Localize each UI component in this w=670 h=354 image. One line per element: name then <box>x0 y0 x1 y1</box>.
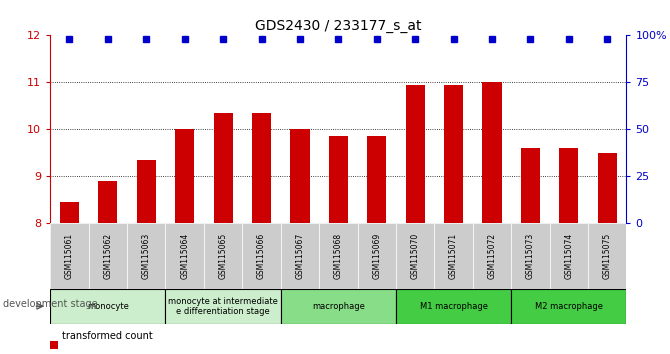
Text: GSM115073: GSM115073 <box>526 233 535 279</box>
Bar <box>549 223 588 289</box>
Text: GSM115062: GSM115062 <box>103 233 113 279</box>
Bar <box>98 181 117 223</box>
Text: M1 macrophage: M1 macrophage <box>419 302 488 311</box>
Title: GDS2430 / 233177_s_at: GDS2430 / 233177_s_at <box>255 19 421 33</box>
Text: GSM115068: GSM115068 <box>334 233 343 279</box>
Bar <box>396 289 511 324</box>
Bar <box>243 223 281 289</box>
Text: monocyte: monocyte <box>87 302 129 311</box>
Bar <box>137 160 156 223</box>
Bar <box>559 148 578 223</box>
Bar <box>319 223 358 289</box>
Text: GSM115072: GSM115072 <box>488 233 496 279</box>
Bar <box>329 136 348 223</box>
Bar <box>204 223 243 289</box>
Bar <box>367 136 387 223</box>
Bar <box>214 113 232 223</box>
Text: transformed count: transformed count <box>62 331 152 341</box>
Bar <box>175 129 194 223</box>
Text: GSM115074: GSM115074 <box>564 233 574 279</box>
Text: GSM115066: GSM115066 <box>257 233 266 279</box>
Text: GSM115065: GSM115065 <box>218 233 228 279</box>
Text: GSM115069: GSM115069 <box>373 233 381 279</box>
Text: GSM115063: GSM115063 <box>142 233 151 279</box>
Text: macrophage: macrophage <box>312 302 364 311</box>
Bar <box>252 113 271 223</box>
Bar <box>588 223 626 289</box>
Text: GSM115071: GSM115071 <box>449 233 458 279</box>
Bar <box>473 223 511 289</box>
Bar <box>165 223 204 289</box>
Bar <box>511 223 549 289</box>
Bar <box>60 202 79 223</box>
Bar <box>88 223 127 289</box>
Bar <box>396 223 434 289</box>
Bar <box>434 223 473 289</box>
Bar <box>281 289 396 324</box>
Bar <box>511 289 626 324</box>
Bar <box>521 148 540 223</box>
Text: GSM115070: GSM115070 <box>411 233 419 279</box>
Bar <box>482 82 502 223</box>
Bar <box>405 85 425 223</box>
Bar <box>50 289 165 324</box>
Bar <box>290 129 310 223</box>
Text: development stage: development stage <box>3 299 98 309</box>
Text: GSM115067: GSM115067 <box>295 233 304 279</box>
Text: GSM115061: GSM115061 <box>65 233 74 279</box>
Text: monocyte at intermediate
e differentiation stage: monocyte at intermediate e differentiati… <box>168 297 278 316</box>
Text: GSM115064: GSM115064 <box>180 233 189 279</box>
Bar <box>127 223 165 289</box>
Bar <box>281 223 319 289</box>
Bar <box>598 153 617 223</box>
Text: GSM115075: GSM115075 <box>603 233 612 279</box>
Bar <box>444 85 463 223</box>
Bar <box>50 223 88 289</box>
Text: M2 macrophage: M2 macrophage <box>535 302 603 311</box>
Bar <box>358 223 396 289</box>
Bar <box>165 289 281 324</box>
